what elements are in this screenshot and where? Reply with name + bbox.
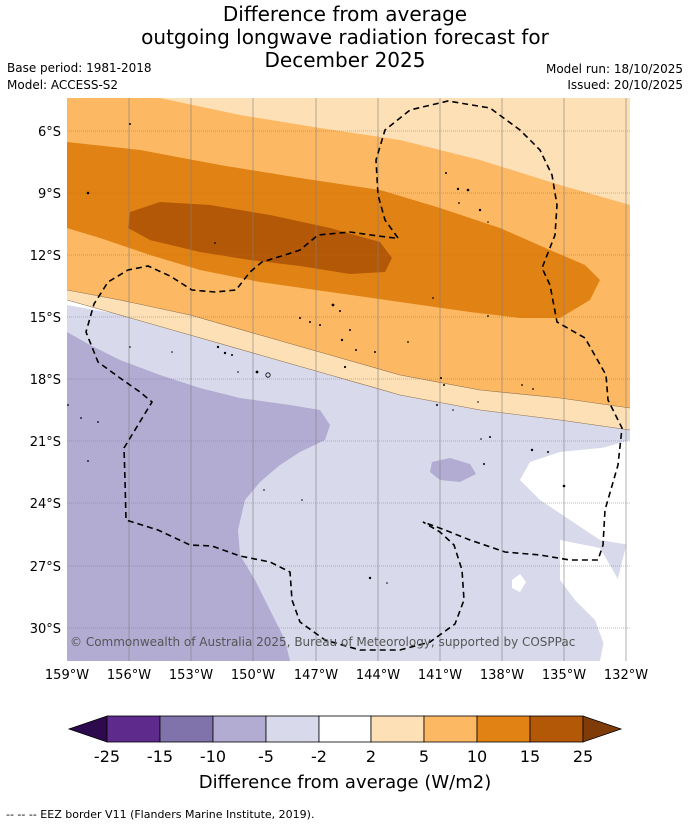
colorbar-extend-high — [582, 715, 623, 743]
map-credit: © Commonwealth of Australia 2025, Bureau… — [70, 635, 575, 649]
map-title-line-2: outgoing longwave radiation forecast for — [141, 25, 549, 49]
lon-label: 150°W — [231, 668, 275, 683]
eez-legend-note: -- -- -- EEZ border V11 (Flanders Marine… — [6, 808, 315, 821]
lon-label: 159°W — [45, 668, 89, 683]
lon-label: 156°W — [107, 668, 151, 683]
colorbar-tick: 10 — [467, 747, 487, 766]
colorbar-tick: 25 — [573, 747, 593, 766]
colorbar-tick: -2 — [311, 747, 327, 766]
lat-label: 12°S — [30, 249, 61, 264]
neutral-pocket-se — [520, 445, 630, 545]
lon-label: 141°W — [418, 668, 462, 683]
model-run-date: Model run: 18/10/2025 — [545, 62, 683, 76]
colorbar-tick: -10 — [200, 747, 226, 766]
colorbar-swatch — [106, 715, 161, 743]
map-panel: © Commonwealth of Australia 2025, Bureau… — [67, 98, 630, 661]
lon-label: 138°W — [480, 668, 524, 683]
lon-label: 144°W — [356, 668, 400, 683]
colorbar-tick: -15 — [147, 747, 173, 766]
lon-label: 153°W — [169, 668, 213, 683]
model-name: Model: ACCESS-S2 — [7, 78, 119, 92]
band-neg5-neg10 — [67, 332, 330, 661]
meridians — [128, 98, 627, 661]
lat-labels: 6°S 9°S 12°S 15°S 18°S 21°S 24°S 27°S 30… — [30, 125, 61, 637]
colorbar-extend-low — [67, 715, 108, 743]
colorbar-tick: 5 — [419, 747, 429, 766]
band-neg5-neg10-island — [430, 458, 476, 482]
colorbar-tick: 15 — [520, 747, 540, 766]
colorbar-tick: 2 — [366, 747, 376, 766]
map-title-line-3: December 2025 — [264, 48, 426, 72]
lat-label: 30°S — [30, 622, 61, 637]
map-title-line-1: Difference from average — [222, 2, 468, 26]
colorbar-ticks: -25 -15 -10 -5 -2 2 5 10 15 25 — [94, 747, 593, 766]
eez-borders — [85, 100, 623, 651]
contour-lines — [67, 289, 630, 431]
neutral-pocket-se-2 — [560, 540, 630, 661]
band-pos15-pos25 — [128, 202, 392, 274]
islands — [67, 123, 566, 584]
colorbar — [67, 715, 623, 743]
colorbar-swatch — [370, 715, 425, 743]
lat-label: 9°S — [38, 187, 61, 202]
lon-label: 135°W — [542, 668, 586, 683]
colorbar-tick: -25 — [94, 747, 120, 766]
issued-date: Issued: 20/10/2025 — [567, 78, 683, 92]
colorbar-swatch — [212, 715, 267, 743]
colorbar-swatch — [476, 715, 531, 743]
colorbar-swatch — [529, 715, 584, 743]
lat-label: 6°S — [38, 125, 61, 140]
eez-cook-islands — [85, 231, 465, 651]
lat-label: 27°S — [30, 560, 61, 575]
colorbar-swatch — [318, 715, 372, 743]
lat-label: 18°S — [30, 373, 61, 388]
lon-label: 147°W — [294, 668, 338, 683]
base-period: Base period: 1981-2018 — [7, 61, 152, 75]
colorbar-swatch — [265, 715, 320, 743]
colorbar-tick: -5 — [258, 747, 274, 766]
lon-labels: 159°W 156°W 153°W 150°W 147°W 144°W 141°… — [45, 668, 648, 683]
neutral-pocket-small — [512, 574, 526, 592]
colorbar-swatch — [423, 715, 478, 743]
colorbar-title: Difference from average (W/m2) — [199, 772, 491, 793]
lat-label: 21°S — [30, 435, 61, 450]
lat-label: 24°S — [30, 497, 61, 512]
lat-label: 15°S — [30, 311, 61, 326]
lon-label: 132°W — [604, 668, 648, 683]
colorbar-swatch — [159, 715, 214, 743]
eez-french-polynesia — [375, 100, 623, 561]
